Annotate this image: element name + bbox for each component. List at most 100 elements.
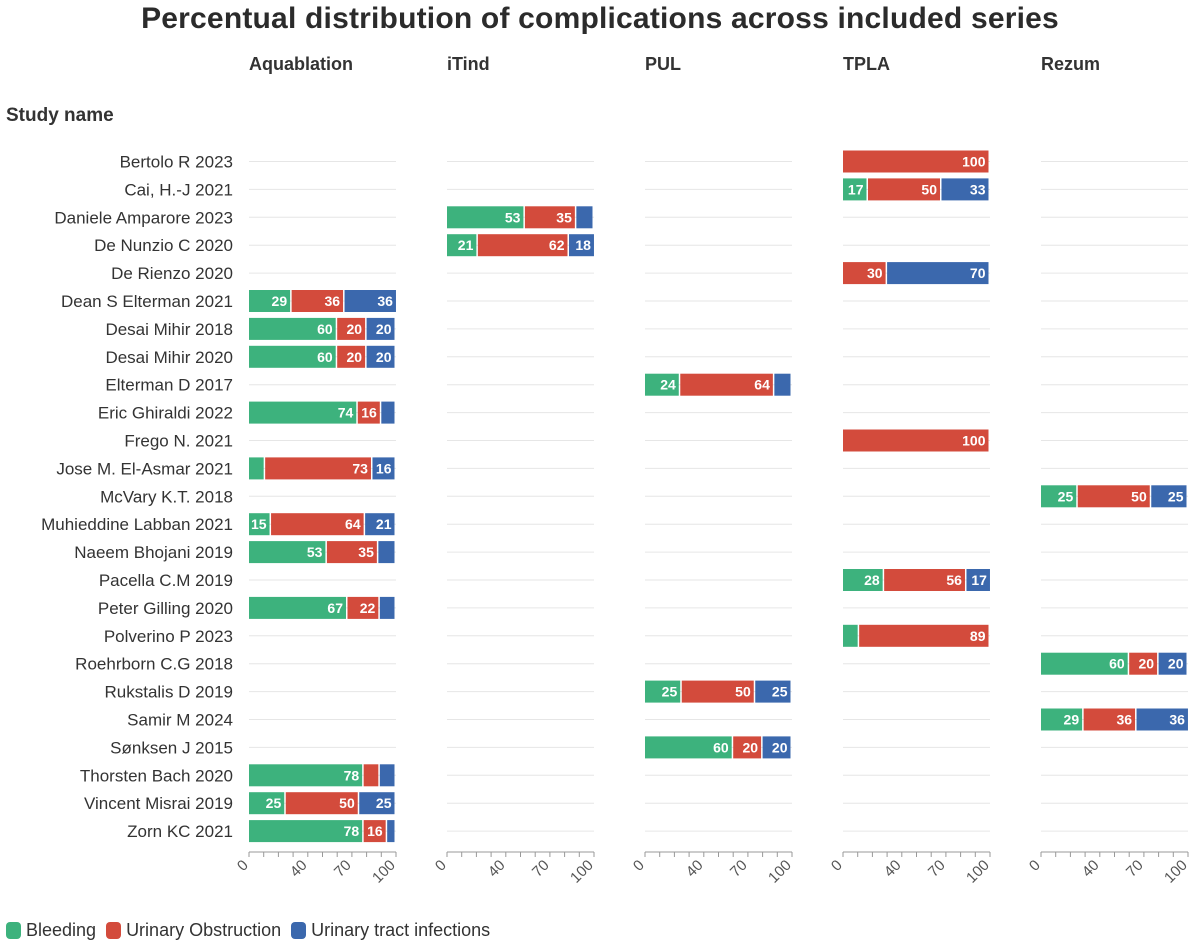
bar-value-label: 50 <box>921 181 937 197</box>
bar-segment-urinary-obstruction <box>843 262 886 285</box>
study-label: De Nunzio C 2020 <box>94 236 233 255</box>
bar-value-label: 21 <box>458 237 474 253</box>
legend-label: Urinary tract infections <box>311 920 491 940</box>
x-tick-label: 70 <box>925 857 949 881</box>
bar-value-label: 73 <box>352 460 368 476</box>
bar-value-label: 78 <box>344 823 360 839</box>
study-label: Frego N. 2021 <box>124 432 233 451</box>
bar-segment-urinary-obstruction <box>843 429 989 452</box>
bar-value-label: 74 <box>338 405 354 421</box>
bar-segment-urinary-obstruction <box>859 624 989 647</box>
x-tick-label: 0 <box>1026 857 1044 875</box>
bar-segment-bleeding <box>249 820 363 843</box>
bar-segment-urinary-tract-infections <box>381 401 395 424</box>
bar-segment-bleeding <box>249 290 291 312</box>
bar-segment-bleeding <box>645 736 732 759</box>
study-label: De Rienzo 2020 <box>111 264 233 283</box>
study-label: Pacella C.M 2019 <box>99 571 233 590</box>
bar-segment-urinary-tract-infections <box>1158 652 1187 675</box>
bar-segment-urinary-obstruction <box>1083 708 1136 731</box>
bar-value-label: 53 <box>307 544 323 560</box>
bar-segment-bleeding <box>645 373 679 396</box>
bar-segment-bleeding <box>1041 485 1077 508</box>
bar-segment-urinary-tract-infections <box>366 345 395 368</box>
bar-value-label: 20 <box>772 739 788 755</box>
bar-segment-bleeding <box>249 792 285 815</box>
x-tick-label: 70 <box>727 857 751 881</box>
bar-value-label: 50 <box>339 795 355 811</box>
study-label: Naeem Bhojani 2019 <box>74 543 233 562</box>
bar-segment-bleeding <box>249 457 264 480</box>
bar-segment-bleeding <box>249 596 346 619</box>
bar-segment-urinary-tract-infections <box>344 290 396 312</box>
x-tick-label: 40 <box>485 857 509 881</box>
stacked-bar-chart: Study name Bertolo R 2023 Cai, H.-J 2021 Da… <box>6 54 1191 887</box>
study-label: Muhieddine Labban 2021 <box>41 515 233 534</box>
bar-value-label: 35 <box>556 209 572 225</box>
study-label: Peter Gilling 2020 <box>98 599 233 618</box>
bar-segment-urinary-tract-infections <box>755 680 791 703</box>
bar-value-label: 24 <box>660 377 676 393</box>
bar-value-label: 20 <box>743 739 759 755</box>
legend: Bleeding Urinary Obstruction Urinary tract… <box>6 920 490 941</box>
panel-title-tpla: TPLA <box>843 54 890 74</box>
x-tick-label: 70 <box>1123 857 1147 881</box>
bar-segment-urinary-obstruction <box>337 317 366 340</box>
bar-value-label: 22 <box>360 600 376 616</box>
x-tick-label: 40 <box>683 857 707 881</box>
bar-value-label: 16 <box>367 823 383 839</box>
bar-segment-urinary-tract-infections <box>774 373 791 396</box>
bar-value-label: 20 <box>347 349 363 365</box>
bar-segment-urinary-obstruction <box>733 736 762 759</box>
study-label: Desai Mihir 2018 <box>105 320 233 339</box>
bar-value-label: 100 <box>962 154 986 170</box>
study-name-header: Study name <box>6 105 114 126</box>
study-label: Polverino P 2023 <box>104 627 233 646</box>
x-tick-label: 70 <box>331 857 355 881</box>
bar-value-label: 25 <box>662 684 678 700</box>
legend-swatch <box>6 922 21 939</box>
bar-segment-bleeding <box>1041 652 1128 675</box>
bar-segment-bleeding <box>843 624 858 647</box>
study-label: Cai, H.-J 2021 <box>124 180 233 199</box>
bar-segment-bleeding <box>1041 708 1083 731</box>
bar-value-label: 36 <box>1169 712 1185 728</box>
legend-item-urinary-tract-infections: Urinary tract infections <box>291 920 490 941</box>
bar-value-label: 64 <box>754 377 770 393</box>
bar-segment-urinary-obstruction <box>477 234 568 257</box>
panel-title-aquablation: Aquablation <box>249 54 353 74</box>
legend-label: Urinary Obstruction <box>126 920 282 940</box>
bar-segment-bleeding <box>249 541 326 564</box>
x-tick-label: 100 <box>765 857 795 887</box>
bar-segment-urinary-tract-infections <box>387 820 395 843</box>
x-tick-label: 0 <box>234 857 252 875</box>
bar-value-label: 78 <box>344 767 360 783</box>
bar-value-label: 33 <box>970 181 986 197</box>
bar-segment-urinary-tract-infections <box>966 569 990 591</box>
bar-value-label: 25 <box>376 795 392 811</box>
study-label: Vincent Misrai 2019 <box>84 794 233 813</box>
bar-segment-urinary-obstruction <box>680 373 773 396</box>
bar-segment-urinary-tract-infections <box>378 541 395 564</box>
bar-segment-bleeding <box>645 680 681 703</box>
study-label: Zorn KC 2021 <box>127 822 233 841</box>
legend-swatch <box>291 922 307 939</box>
x-tick-label: 100 <box>963 857 993 887</box>
bar-value-label: 60 <box>317 349 333 365</box>
study-label: Rukstalis D 2019 <box>104 683 233 702</box>
bar-value-label: 20 <box>1139 656 1155 672</box>
bar-segment-urinary-obstruction <box>681 680 754 703</box>
study-label: Desai Mihir 2020 <box>105 348 233 367</box>
legend-item-urinary-obstruction: Urinary Obstruction <box>106 920 281 941</box>
bar-segment-bleeding <box>249 513 270 536</box>
chart-title: Percentual distribution of complications… <box>141 2 1059 35</box>
bar-value-label: 60 <box>713 739 729 755</box>
bar-segment-bleeding <box>249 317 336 340</box>
bar-value-label: 50 <box>1131 488 1147 504</box>
bar-segment-bleeding <box>447 234 477 257</box>
bar-segment-urinary-tract-infections <box>379 764 395 787</box>
bar-value-label: 100 <box>962 433 986 449</box>
bar-value-label: 15 <box>251 516 267 532</box>
bar-segment-urinary-tract-infections <box>372 457 395 480</box>
bar-segment-urinary-tract-infections <box>941 178 989 201</box>
